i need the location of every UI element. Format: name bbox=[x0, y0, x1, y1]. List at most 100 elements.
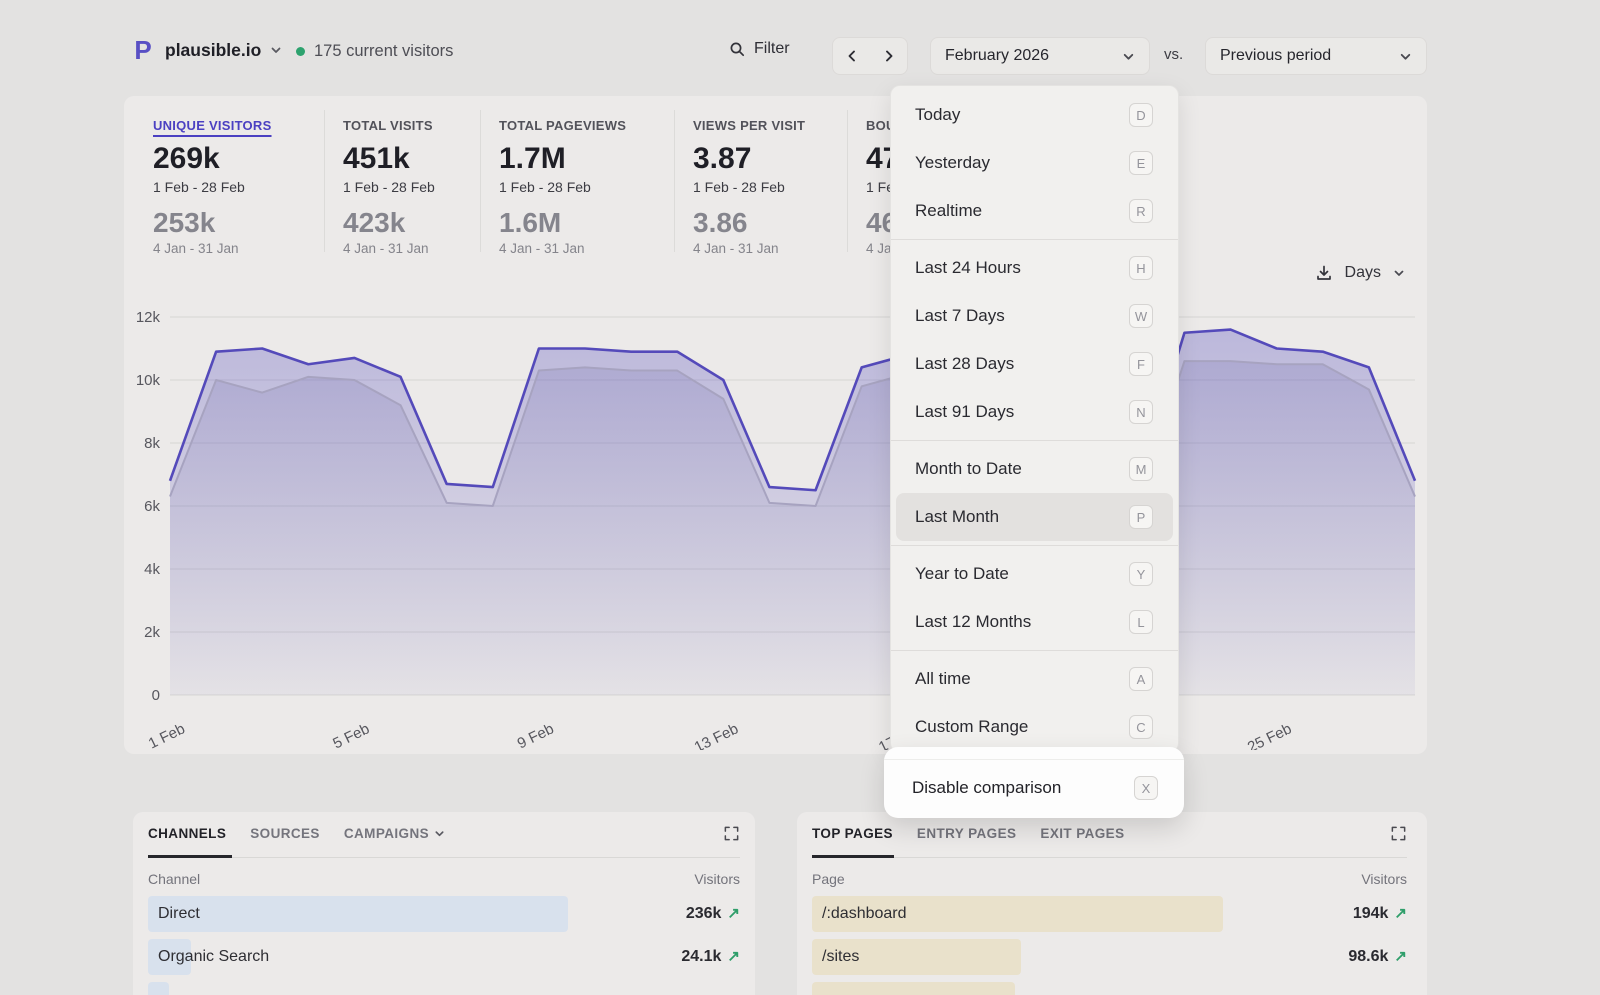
date-range-label: February 2026 bbox=[945, 47, 1049, 65]
column-header-name: Channel bbox=[148, 871, 200, 887]
shortcut-key-badge: D bbox=[1129, 103, 1153, 127]
menu-item-label: Last 91 Days bbox=[915, 402, 1014, 422]
current-visitors[interactable]: 175 current visitors bbox=[296, 42, 453, 61]
menu-item-label: Today bbox=[915, 105, 960, 125]
tab-exit-pages[interactable]: EXIT PAGES bbox=[1040, 826, 1124, 841]
menu-divider bbox=[891, 545, 1178, 546]
menu-item-last-28-days[interactable]: Last 28 DaysF bbox=[891, 340, 1178, 388]
tab-entry-pages[interactable]: ENTRY PAGES bbox=[917, 826, 1016, 841]
menu-item-label: Month to Date bbox=[915, 459, 1022, 479]
svg-text:1 Feb: 1 Feb bbox=[146, 720, 188, 750]
menu-item-today[interactable]: Today D bbox=[891, 91, 1178, 139]
tab-campaigns[interactable]: CAMPAIGNS bbox=[344, 826, 445, 841]
menu-item-custom-range[interactable]: Custom RangeC bbox=[891, 703, 1178, 751]
list-item[interactable]: /sites 98.6k↗ bbox=[812, 939, 1407, 975]
list-item[interactable]: Organic Search 24.1k↗ bbox=[148, 939, 740, 975]
svg-text:13 Feb: 13 Feb bbox=[692, 720, 741, 750]
shortcut-key-badge: M bbox=[1129, 457, 1153, 481]
tab-sources[interactable]: SOURCES bbox=[250, 826, 320, 841]
menu-divider bbox=[891, 440, 1178, 441]
stat-prev-period: 4 Jan - 31 Jan bbox=[499, 241, 674, 256]
filter-button[interactable]: Filter bbox=[729, 40, 790, 58]
menu-item-month-to-date[interactable]: Month to Date M bbox=[891, 445, 1178, 493]
stat-prev-period: 4 Jan - 31 Jan bbox=[153, 241, 324, 256]
expand-button[interactable] bbox=[1390, 825, 1407, 842]
list-item[interactable] bbox=[812, 982, 1407, 995]
value-bar bbox=[812, 982, 1015, 995]
menu-item-disable-comparison[interactable]: Disable comparison X bbox=[884, 760, 1184, 816]
trend-up-icon[interactable]: ↗ bbox=[727, 896, 740, 932]
value-bar bbox=[148, 896, 568, 932]
trend-up-icon[interactable]: ↗ bbox=[1394, 939, 1407, 975]
row-label bbox=[812, 991, 822, 995]
prev-period-arrow-button[interactable] bbox=[834, 38, 870, 74]
row-label: Direct bbox=[148, 905, 200, 922]
svg-text:5 Feb: 5 Feb bbox=[330, 720, 372, 750]
list-item[interactable]: /:dashboard 194k↗ bbox=[812, 896, 1407, 932]
menu-item-label: Disable comparison bbox=[912, 778, 1061, 798]
site-switcher[interactable]: P plausible.io bbox=[130, 37, 282, 63]
stat-period: 1 Feb - 28 Feb bbox=[499, 179, 674, 195]
stat-total-pageviews[interactable]: TOTAL PAGEVIEWS 1.7M 1 Feb - 28 Feb 1.6M… bbox=[499, 110, 675, 252]
stat-total-visits[interactable]: TOTAL VISITS 451k 1 Feb - 28 Feb 423k 4 … bbox=[343, 110, 481, 252]
stat-period: 1 Feb - 28 Feb bbox=[343, 179, 480, 195]
stat-period: 1 Feb - 28 Feb bbox=[693, 179, 847, 195]
channels-list: Direct 236k↗ Organic Search 24.1k↗ bbox=[148, 896, 740, 995]
menu-item-last-12-months[interactable]: Last 12 MonthsL bbox=[891, 598, 1178, 646]
date-range-picker[interactable]: February 2026 bbox=[930, 37, 1150, 75]
disable-comparison-card: Disable comparison X bbox=[884, 747, 1184, 818]
menu-item-realtime[interactable]: RealtimeR bbox=[891, 187, 1178, 235]
menu-divider bbox=[891, 650, 1178, 651]
svg-text:4k: 4k bbox=[144, 561, 160, 578]
stat-unique-visitors[interactable]: UNIQUE VISITORS 269k 1 Feb - 28 Feb 253k… bbox=[153, 110, 325, 252]
trend-up-icon[interactable]: ↗ bbox=[727, 939, 740, 975]
column-header-value: Visitors bbox=[1361, 871, 1407, 887]
table-header: Channel Visitors bbox=[148, 871, 740, 887]
menu-item-all-time[interactable]: All timeA bbox=[891, 655, 1178, 703]
stat-period: 1 Feb - 28 Feb bbox=[153, 179, 324, 195]
expand-icon bbox=[1390, 825, 1407, 842]
svg-text:12k: 12k bbox=[136, 309, 161, 326]
column-header-name: Page bbox=[812, 871, 845, 887]
list-item[interactable] bbox=[148, 982, 740, 995]
tab-top-pages[interactable]: TOP PAGES bbox=[812, 826, 893, 841]
row-value: 194k bbox=[1353, 896, 1389, 932]
menu-item-year-to-date[interactable]: Year to DateY bbox=[891, 550, 1178, 598]
row-label: /:dashboard bbox=[812, 905, 907, 922]
stat-views-per-visit[interactable]: VIEWS PER VISIT 3.87 1 Feb - 28 Feb 3.86… bbox=[693, 110, 848, 252]
shortcut-key-badge: W bbox=[1129, 304, 1153, 328]
tab-channels[interactable]: CHANNELS bbox=[148, 826, 226, 841]
card-divider bbox=[884, 747, 1184, 760]
comparison-picker[interactable]: Previous period bbox=[1205, 37, 1427, 75]
menu-item-label: Last 12 Months bbox=[915, 612, 1031, 632]
table-header: Page Visitors bbox=[812, 871, 1407, 887]
row-value: 24.1k bbox=[681, 939, 721, 975]
menu-item-yesterday[interactable]: Yesterday E bbox=[891, 139, 1178, 187]
row-label: Organic Search bbox=[148, 948, 269, 965]
site-name: plausible.io bbox=[165, 40, 261, 61]
menu-item-last-24-hours[interactable]: Last 24 HoursH bbox=[891, 244, 1178, 292]
filter-label: Filter bbox=[754, 40, 790, 58]
stat-value: 3.87 bbox=[693, 142, 847, 176]
row-label bbox=[148, 991, 158, 995]
shortcut-key-badge: E bbox=[1129, 151, 1153, 175]
stat-prev-period: 4 Jan - 31 Jan bbox=[343, 241, 480, 256]
chevron-down-icon bbox=[1122, 50, 1135, 63]
menu-item-last-month[interactable]: Last MonthP bbox=[896, 493, 1173, 541]
download-icon[interactable] bbox=[1315, 264, 1333, 282]
chevron-down-icon[interactable] bbox=[1393, 267, 1405, 279]
next-period-arrow-button[interactable] bbox=[871, 38, 907, 74]
stat-prev-value: 3.86 bbox=[693, 207, 847, 239]
trend-up-icon[interactable]: ↗ bbox=[1394, 896, 1407, 932]
list-item[interactable]: Direct 236k↗ bbox=[148, 896, 740, 932]
menu-item-last-91-days[interactable]: Last 91 DaysN bbox=[891, 388, 1178, 436]
pages-panel: TOP PAGES ENTRY PAGES EXIT PAGES Page Vi… bbox=[797, 812, 1427, 995]
expand-button[interactable] bbox=[723, 825, 740, 842]
search-icon bbox=[729, 41, 746, 58]
shortcut-key-badge: Y bbox=[1129, 562, 1153, 586]
menu-item-label: All time bbox=[915, 669, 971, 689]
date-range-menu: Today D Yesterday E RealtimeR Last 24 Hour… bbox=[890, 85, 1179, 753]
active-tab-indicator bbox=[812, 855, 894, 858]
menu-item-label: Yesterday bbox=[915, 153, 990, 173]
menu-item-last-7-days[interactable]: Last 7 DaysW bbox=[891, 292, 1178, 340]
